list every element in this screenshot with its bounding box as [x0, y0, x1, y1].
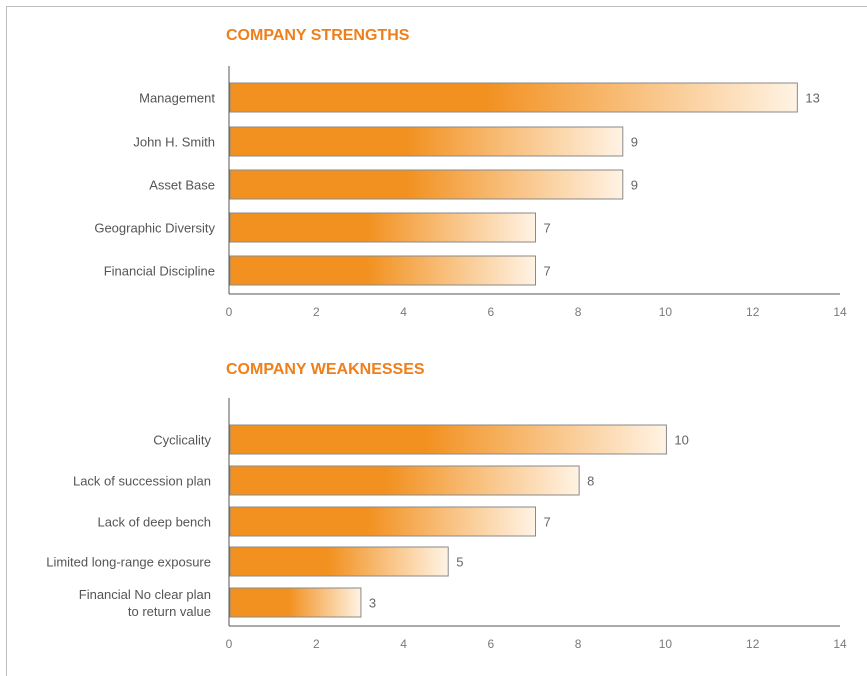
strengths-x-tick-label: 0	[226, 305, 233, 319]
strengths-x-tick-label: 10	[659, 305, 673, 319]
weaknesses-x-tick-label: 4	[400, 637, 407, 651]
weaknesses-value-label: 5	[456, 555, 463, 570]
weaknesses-value-label: 3	[369, 596, 376, 611]
strengths-x-tick-label: 2	[313, 305, 320, 319]
weaknesses-x-tick-label: 14	[833, 637, 847, 651]
weaknesses-bar	[229, 465, 580, 496]
weaknesses-x-tick-label: 8	[575, 637, 582, 651]
figure-frame	[6, 6, 867, 676]
strengths-category-label: Geographic Diversity	[94, 221, 215, 236]
weaknesses-category-label: to return value	[128, 604, 211, 619]
strengths-value-label: 9	[631, 135, 638, 150]
strengths-bar	[229, 126, 624, 157]
weaknesses-x-tick-label: 6	[488, 637, 495, 651]
weaknesses-category-label: Lack of succession plan	[73, 474, 211, 489]
strengths-category-label: Management	[139, 91, 215, 106]
strengths-bar	[229, 255, 536, 286]
strengths-category-label: John H. Smith	[133, 135, 215, 150]
strengths-x-tick-label: 12	[746, 305, 760, 319]
weaknesses-category-label: Limited long-range exposure	[46, 555, 211, 570]
strengths-category-label: Financial Discipline	[104, 264, 215, 279]
weaknesses-category-label: Financial No clear plan	[79, 587, 211, 602]
strengths-value-label: 7	[544, 221, 551, 236]
weaknesses-x-tick-label: 2	[313, 637, 320, 651]
strengths-bar	[229, 169, 624, 200]
weaknesses-category-label: Lack of deep bench	[98, 515, 211, 530]
strengths-value-label: 7	[544, 264, 551, 279]
strengths-value-label: 9	[631, 178, 638, 193]
weaknesses-chart: COMPANY WEAKNESSES 0 2 4 6 8 10 12 14 10 Cyclical…	[46, 361, 847, 651]
strengths-x-tick-label: 4	[400, 305, 407, 319]
strengths-category-label: Asset Base	[149, 178, 215, 193]
strengths-chart: COMPANY STRENGTHS 0 2 4 6 8 10 12 14 13 Managemen…	[94, 27, 847, 319]
weaknesses-value-label: 7	[544, 515, 551, 530]
weaknesses-x-tick-label: 0	[226, 637, 233, 651]
weaknesses-x-tick-label: 12	[746, 637, 760, 651]
strengths-bar	[229, 82, 798, 113]
weaknesses-chart-title: COMPANY WEAKNESSES	[226, 361, 425, 378]
weaknesses-bar	[229, 424, 667, 455]
weaknesses-bar	[229, 587, 362, 618]
strengths-x-tick-label: 14	[833, 305, 847, 319]
weaknesses-category-label: Cyclicality	[153, 433, 211, 448]
weaknesses-bar	[229, 546, 449, 577]
weaknesses-x-tick-label: 10	[659, 637, 673, 651]
strengths-x-tick-label: 8	[575, 305, 582, 319]
weaknesses-value-label: 10	[674, 433, 688, 448]
strengths-bar	[229, 212, 536, 243]
weaknesses-bar	[229, 506, 536, 537]
strengths-value-label: 13	[805, 91, 819, 106]
strengths-x-tick-label: 6	[488, 305, 495, 319]
strengths-chart-title: COMPANY STRENGTHS	[226, 27, 410, 44]
weaknesses-value-label: 8	[587, 474, 594, 489]
